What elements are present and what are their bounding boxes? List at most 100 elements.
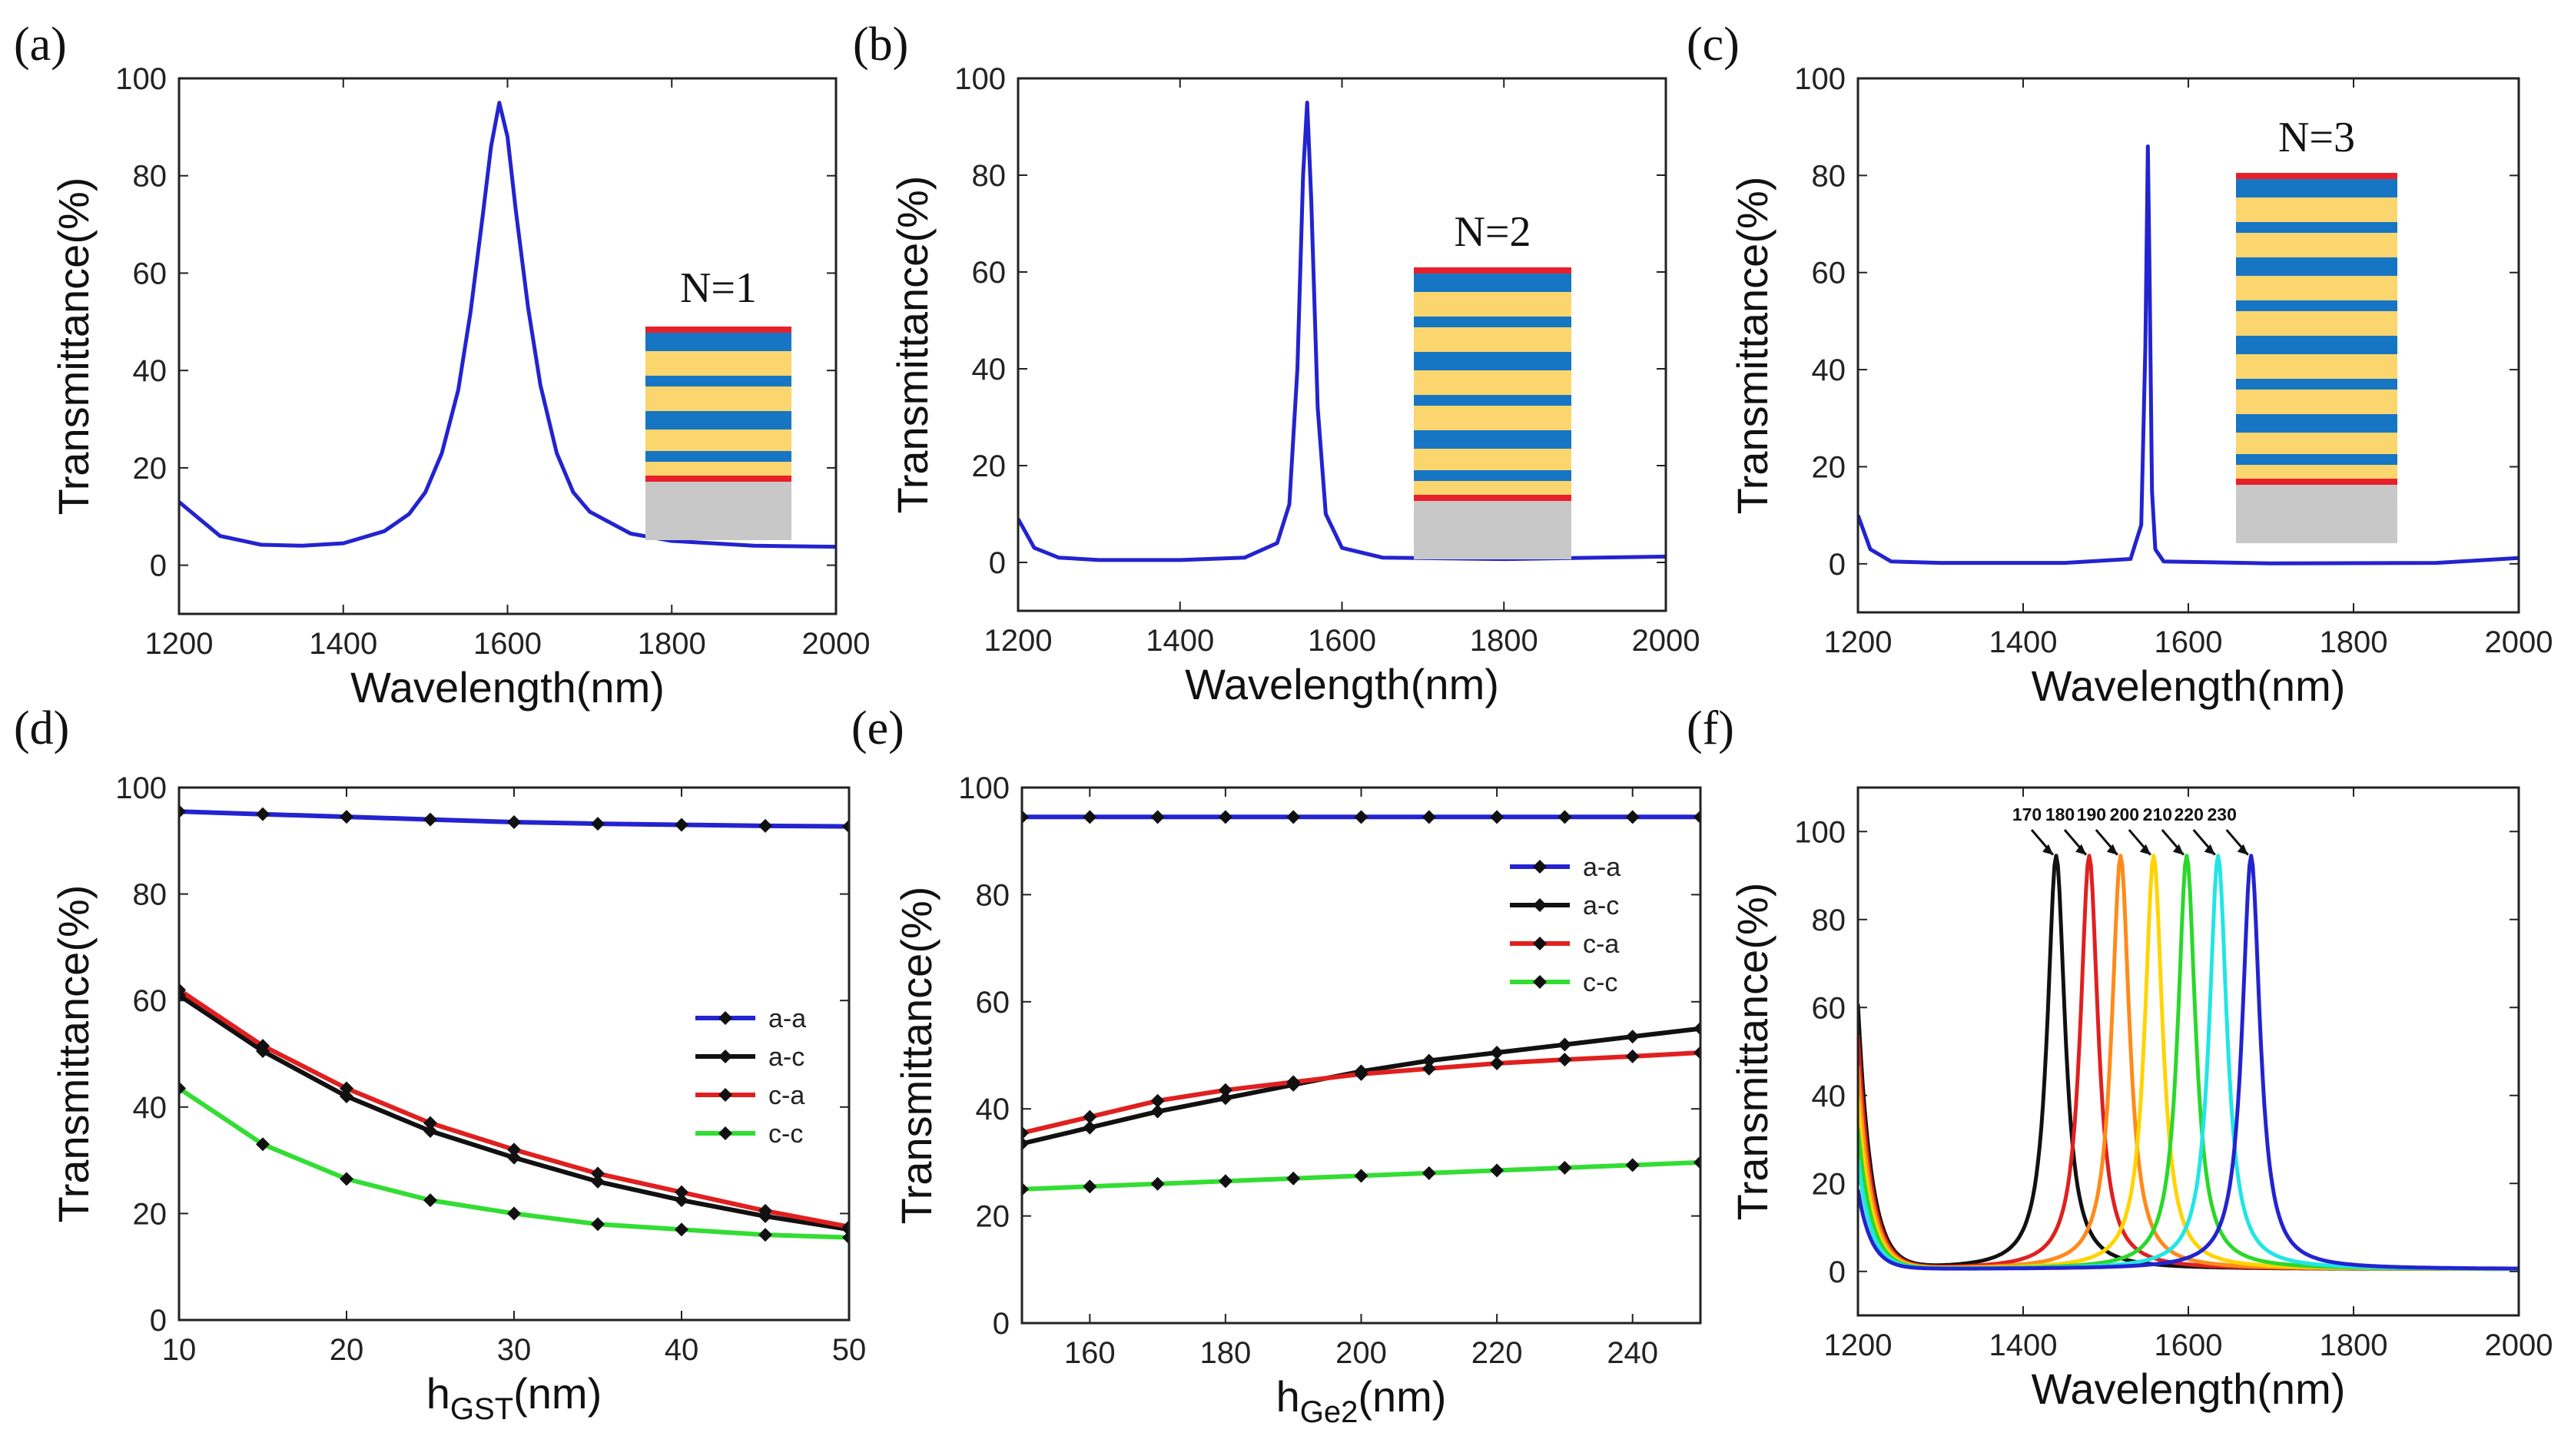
data-point bbox=[507, 1143, 521, 1157]
blue-layer bbox=[1414, 317, 1571, 327]
blue-layer bbox=[2236, 257, 2397, 276]
data-point bbox=[256, 807, 270, 821]
legend-label: c-c bbox=[768, 1119, 803, 1149]
legend-label: c-c bbox=[1583, 968, 1617, 997]
data-point bbox=[591, 817, 605, 831]
data-point bbox=[1150, 1176, 1165, 1191]
peak-arrowhead bbox=[2106, 844, 2118, 855]
data-point bbox=[842, 1219, 849, 1234]
data-point bbox=[1625, 1030, 1640, 1044]
data-point bbox=[1625, 1158, 1640, 1172]
peak-arrowhead bbox=[2204, 844, 2215, 855]
blue-layer bbox=[2236, 379, 2397, 390]
y-tick-label: 0 bbox=[1829, 548, 1846, 582]
data-point bbox=[675, 818, 688, 832]
y-axis-label: Transmittance(%) bbox=[888, 176, 937, 514]
plot-area bbox=[1022, 810, 1700, 1196]
peak-label-180: 180 bbox=[2045, 804, 2075, 824]
blue-layer bbox=[645, 333, 791, 351]
plot-area bbox=[179, 101, 836, 549]
substrate-layer bbox=[645, 482, 791, 540]
legend-marker bbox=[718, 1126, 732, 1140]
x-axis-label: hGST(nm) bbox=[426, 1369, 602, 1426]
data-point bbox=[675, 1193, 688, 1208]
data-point bbox=[1218, 810, 1232, 824]
x-tick-label: 1400 bbox=[1989, 1328, 2058, 1362]
x-axis-label: Wavelength(nm) bbox=[2032, 662, 2346, 710]
y-tick-label: 100 bbox=[958, 771, 1010, 805]
series-line-180 bbox=[1858, 854, 2519, 1272]
y-tick-label: 60 bbox=[133, 257, 168, 290]
legend-entry-c-a: c-a bbox=[1510, 930, 1619, 959]
data-point bbox=[842, 819, 849, 834]
cap-layer bbox=[645, 476, 791, 482]
y-tick-label: 40 bbox=[972, 353, 1007, 386]
y-tick-label: 40 bbox=[1812, 353, 1846, 387]
data-point bbox=[675, 1185, 688, 1199]
data-point bbox=[179, 804, 186, 819]
y-tick-label: 100 bbox=[115, 62, 167, 96]
x-tick-label: 2000 bbox=[2485, 625, 2553, 659]
data-point bbox=[1286, 1075, 1301, 1090]
peak-label-170: 170 bbox=[2012, 804, 2042, 824]
data-point bbox=[1490, 810, 1504, 824]
y-tick-label: 60 bbox=[133, 984, 168, 1018]
series-line-190 bbox=[1858, 854, 2519, 1271]
y-axis-label: Transmittance(%) bbox=[49, 885, 98, 1223]
legend-entry-c-a: c-a bbox=[695, 1081, 804, 1110]
data-point bbox=[1694, 1021, 1700, 1036]
data-point bbox=[1218, 1091, 1232, 1106]
data-point bbox=[423, 1116, 437, 1130]
legend-marker bbox=[718, 1050, 732, 1063]
yellow-layer bbox=[1414, 370, 1571, 395]
cap-layer bbox=[2236, 479, 2397, 485]
data-point bbox=[1558, 1053, 1572, 1067]
yellow-layer bbox=[2236, 354, 2397, 379]
x-tick-label: 240 bbox=[1607, 1336, 1658, 1370]
x-tick-label: 180 bbox=[1200, 1336, 1252, 1370]
panel-label-b: (b) bbox=[853, 18, 908, 71]
series-line-200 bbox=[1858, 854, 2519, 1271]
plot-frame bbox=[1856, 786, 2520, 1317]
y-tick-label: 100 bbox=[115, 771, 167, 805]
data-point bbox=[1022, 1126, 1029, 1140]
data-point bbox=[507, 1206, 521, 1221]
blue-layer bbox=[1414, 395, 1571, 406]
panel-a: (a) 1200 1400 1600 1800 2000 0 20 40 60 80 100 Wavel… bbox=[14, 18, 870, 711]
panel-d: (d) 10 20 30 40 50 0 20 40 60 80 100 hGST(nm) Transmi… bbox=[14, 702, 866, 1426]
yellow-layer bbox=[645, 351, 791, 376]
panel-label-a: (a) bbox=[14, 18, 67, 71]
data-point bbox=[1286, 810, 1301, 824]
yellow-layer bbox=[2236, 276, 2397, 300]
peak-arrowhead bbox=[2042, 844, 2053, 855]
data-point bbox=[256, 1137, 270, 1152]
legend-entry-a-a: a-a bbox=[695, 1004, 806, 1033]
data-point bbox=[1558, 1037, 1572, 1052]
data-point bbox=[179, 1081, 186, 1096]
yellow-layer bbox=[645, 430, 791, 451]
blue-layer bbox=[2236, 414, 2397, 433]
x-tick-label: 2000 bbox=[1632, 624, 1700, 658]
y-tick-label: 20 bbox=[1812, 1167, 1846, 1201]
legend-entry-c-c: c-c bbox=[1510, 968, 1617, 997]
period-label: N=1 bbox=[680, 264, 757, 312]
x-tick-label: 1800 bbox=[1470, 624, 1538, 658]
y-tick-label: 20 bbox=[1812, 450, 1846, 484]
y-tick-label: 0 bbox=[150, 1304, 167, 1338]
yellow-layer bbox=[2236, 311, 2397, 336]
cap-layer bbox=[1414, 267, 1571, 274]
cap-layer bbox=[1414, 495, 1571, 501]
x-tick-label: 1400 bbox=[309, 627, 377, 661]
legend-marker bbox=[1533, 937, 1547, 950]
period-label: N=2 bbox=[1454, 208, 1531, 256]
data-point bbox=[1022, 1182, 1029, 1196]
data-point bbox=[1354, 810, 1368, 824]
panel-label-f: (f) bbox=[1687, 702, 1734, 755]
x-tick-label: 1200 bbox=[1824, 625, 1893, 659]
data-point bbox=[842, 1230, 849, 1245]
series-line-a-c bbox=[179, 993, 849, 1232]
legend-marker bbox=[1533, 898, 1547, 912]
series-line-a-c bbox=[1022, 1026, 1700, 1146]
legend-marker bbox=[1533, 860, 1547, 874]
